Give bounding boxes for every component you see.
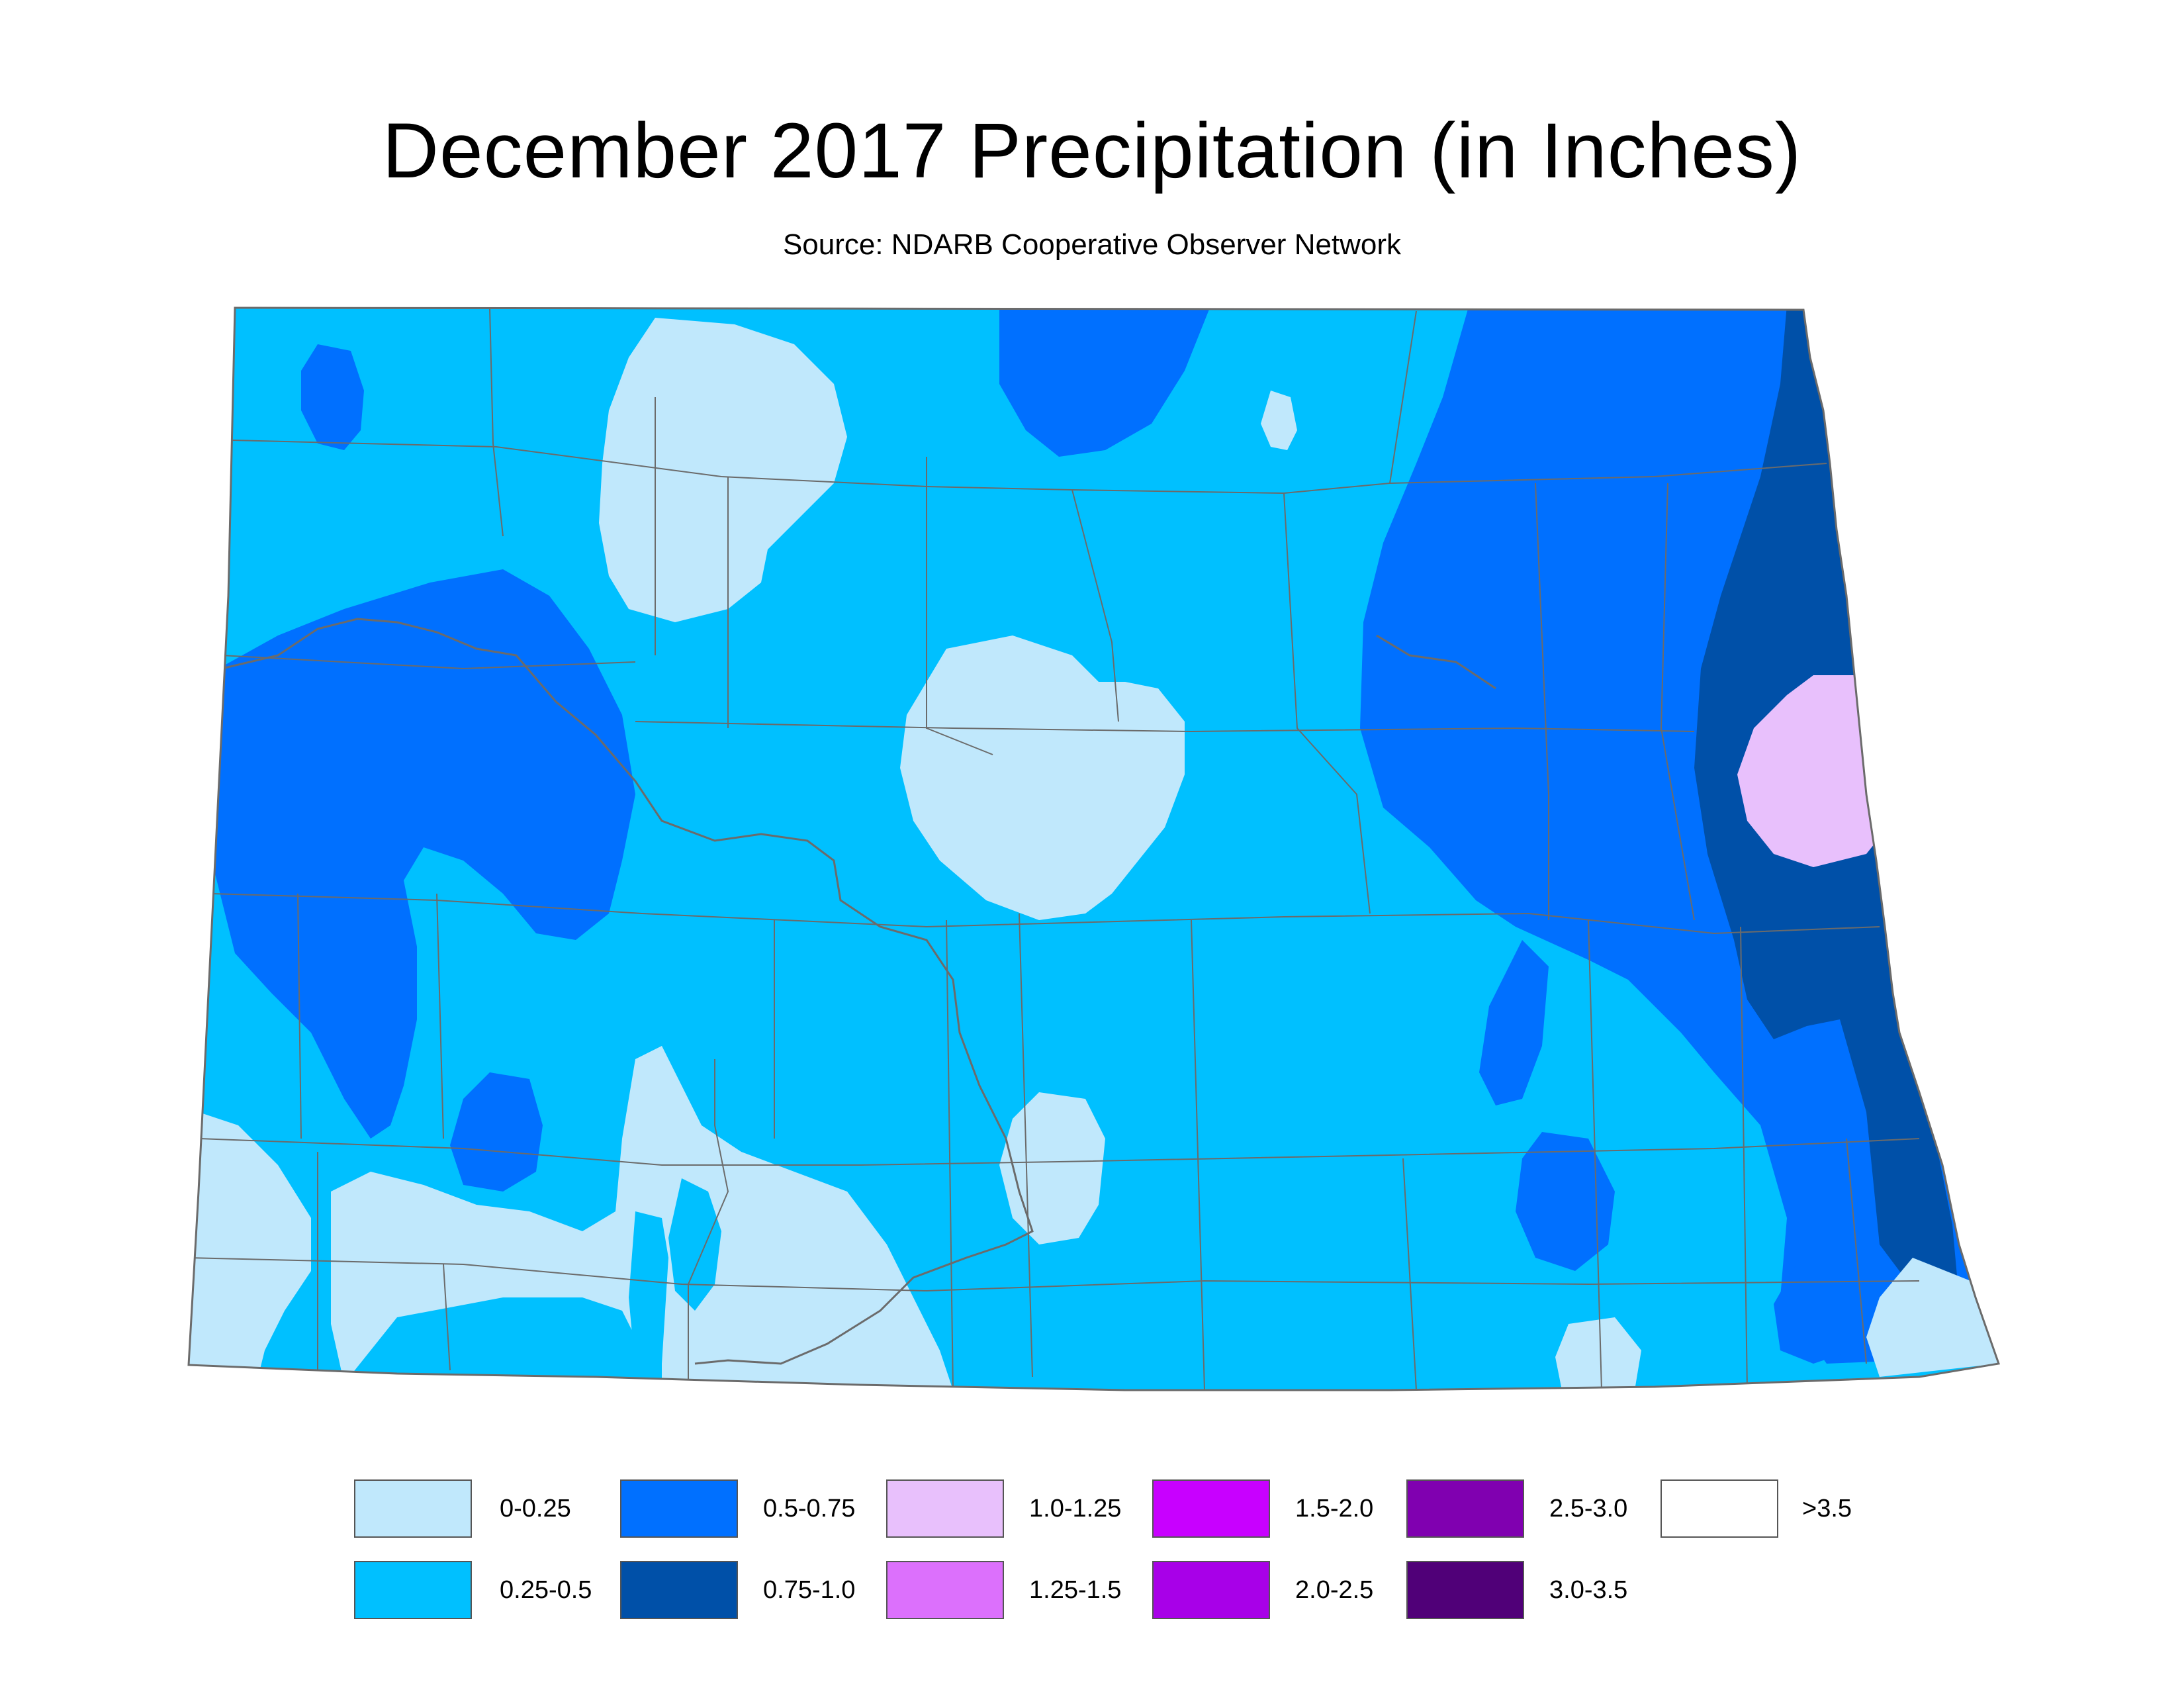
zone-east-high (1737, 675, 1893, 867)
zone-se-0.5-0.75-a (1516, 1132, 1615, 1271)
zone-southeast-light (1555, 1317, 1641, 1390)
county-boundaries (189, 308, 1920, 1390)
zone-sw-light (189, 1112, 311, 1377)
zone-north-light-small (1261, 391, 1297, 450)
zone-west-0.5-0.75 (212, 569, 635, 1139)
zone-east-light (1866, 1258, 1999, 1377)
map-title: December 2017 Precipitation (in Inches) (382, 107, 1802, 195)
map-subtitle: Source: NDARB Cooperative Observer Netwo… (782, 228, 1402, 261)
state-outline (187, 306, 2001, 1391)
zone-se-0.5-0.75-c (1774, 1258, 1853, 1364)
zone-sw-cyan-island (668, 1178, 721, 1311)
zone-se-0.5-0.75-b (1479, 940, 1549, 1105)
zone-north-0.5-0.75 (999, 308, 1211, 457)
zone-sw-cyan-island-2 (629, 1211, 668, 1370)
zone-nw-0.5-0.75 (301, 344, 364, 450)
rivers (221, 618, 1496, 1365)
zone-south-0.5-0.75 (450, 1072, 543, 1192)
zone-north-light (599, 318, 847, 622)
zone-central-light (900, 635, 1185, 920)
